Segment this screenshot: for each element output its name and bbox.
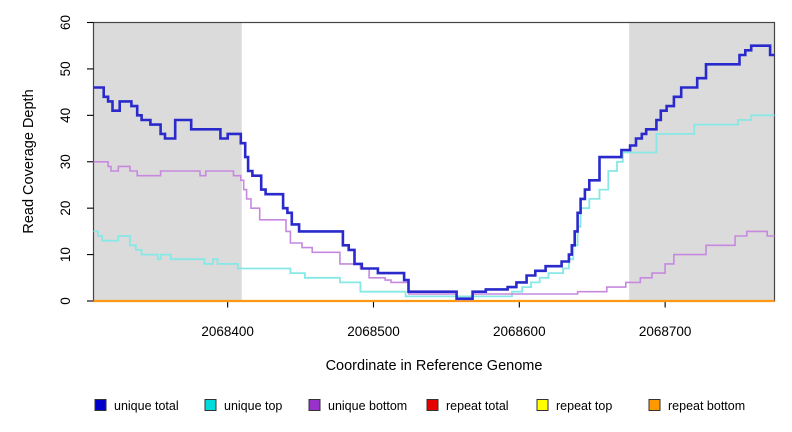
series-line-unique-bottom bbox=[93, 161, 775, 301]
legend-label-unique-bottom: unique bottom bbox=[328, 399, 407, 413]
series-line-unique-total bbox=[93, 44, 775, 300]
y-tick-label: 20 bbox=[58, 201, 73, 216]
left-gray-band bbox=[94, 23, 242, 301]
series-layer bbox=[93, 44, 775, 303]
y-tick-label: 0 bbox=[58, 297, 73, 305]
y-tick-label: 50 bbox=[58, 61, 73, 76]
legend-label-repeat-total: repeat total bbox=[446, 399, 509, 413]
legend-label-repeat-bottom: repeat bottom bbox=[668, 399, 745, 413]
legend-swatch-repeat-total bbox=[426, 399, 439, 411]
y-tick-label: 60 bbox=[58, 15, 73, 30]
y-axis-title: Read Coverage Depth bbox=[21, 89, 37, 233]
legend: unique total unique top unique bottom repea… bbox=[94, 399, 745, 413]
legend-swatch-repeat-bottom bbox=[648, 399, 661, 411]
x-tick-label: 2068700 bbox=[639, 324, 692, 339]
x-tick-label: 2068400 bbox=[201, 324, 254, 339]
x-tick-label: 2068500 bbox=[347, 324, 400, 339]
legend-swatch-unique-bottom bbox=[308, 399, 321, 411]
right-gray-band bbox=[629, 23, 774, 301]
legend-swatch-repeat-top bbox=[536, 399, 549, 411]
axes-layer: 2068400 2068500 2068600 2068700 0 10 20 30 40 50 6… bbox=[58, 15, 691, 339]
y-tick-label: 10 bbox=[58, 247, 73, 262]
x-tick-label: 2068600 bbox=[493, 324, 546, 339]
legend-label-unique-total: unique total bbox=[114, 399, 179, 413]
legend-label-repeat-top: repeat top bbox=[556, 399, 612, 413]
legend-swatch-unique-total bbox=[94, 399, 107, 411]
legend-label-unique-top: unique top bbox=[224, 399, 282, 413]
y-tick-label: 30 bbox=[58, 154, 73, 169]
legend-swatch-unique-top bbox=[204, 399, 217, 411]
y-tick-label: 40 bbox=[58, 108, 73, 123]
x-axis-title: Coordinate in Reference Genome bbox=[326, 358, 543, 374]
shaded-regions-layer bbox=[94, 23, 774, 301]
